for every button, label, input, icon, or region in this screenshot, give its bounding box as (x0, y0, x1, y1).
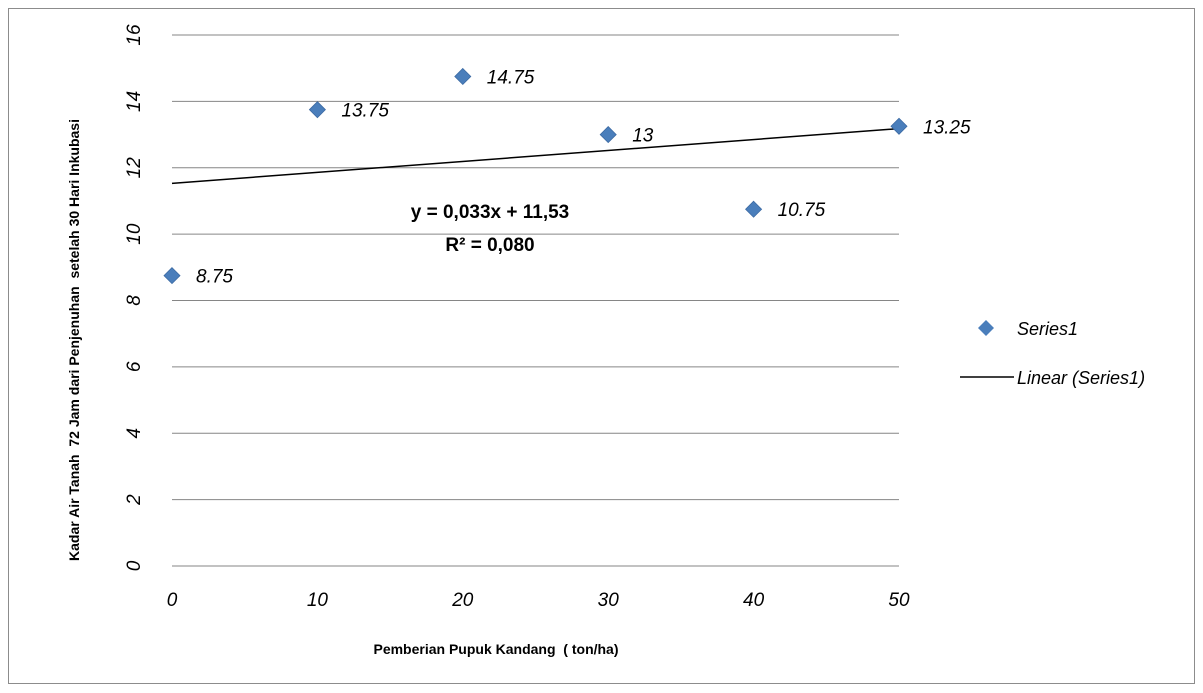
series-points (163, 67, 908, 285)
data-label: 10.75 (778, 200, 826, 221)
x-tick-label: 40 (743, 590, 765, 611)
chart-area (8, 8, 1195, 684)
y-tick-label: 4 (124, 428, 145, 439)
data-point-diamond-icon (163, 267, 181, 285)
y-tick-label: 8 (124, 295, 145, 306)
data-point-diamond-icon (454, 67, 472, 86)
data-label: 13 (632, 126, 654, 147)
y-tick-label: 2 (124, 494, 145, 506)
legend-label-linear: Linear (Series1) (1017, 368, 1145, 388)
y-tick-label: 14 (124, 91, 145, 112)
data-point-diamond-icon (599, 125, 617, 144)
y-tick-label: 10 (124, 223, 145, 245)
x-axis-title: Pemberian Pupuk Kandang ( ton/ha) (373, 641, 618, 657)
legend-label-series1: Series1 (1017, 319, 1078, 339)
trendline (171, 127, 900, 185)
legend-marker-diamond-icon (978, 320, 994, 336)
y-axis-ticks: 0 2 4 6 8 10 12 14 16 (124, 24, 145, 571)
trendline-equation: y = 0,033x + 11,53 (411, 202, 570, 223)
x-tick-label: 30 (598, 590, 620, 611)
y-tick-label: 16 (124, 24, 145, 46)
x-tick-label: 10 (307, 590, 329, 611)
x-axis-ticks: 0 10 20 30 40 50 (167, 590, 910, 611)
data-label: 14.75 (487, 67, 535, 88)
data-label: 13.75 (341, 101, 389, 122)
data-point-diamond-icon (308, 101, 326, 119)
gridlines (172, 34, 899, 567)
trendline-r-squared: R² = 0,080 (445, 235, 534, 256)
data-point-diamond-icon (745, 200, 763, 218)
x-tick-label: 0 (167, 590, 178, 611)
x-tick-label: 20 (451, 590, 474, 611)
y-tick-label: 6 (124, 361, 145, 372)
data-labels: 8.75 13.75 14.75 13 10.75 13.25 (196, 67, 971, 287)
y-axis-title: Kadar Air Tanah 72 Jam dari Penjenuhan s… (66, 119, 82, 561)
y-tick-label: 0 (124, 560, 145, 571)
y-tick-label: 12 (124, 157, 145, 179)
data-label: 8.75 (196, 267, 233, 288)
data-label: 13.25 (923, 117, 971, 138)
legend: Series1 Linear (Series1) (960, 319, 1145, 388)
x-tick-label: 50 (888, 590, 910, 611)
data-point-diamond-icon (890, 117, 908, 135)
